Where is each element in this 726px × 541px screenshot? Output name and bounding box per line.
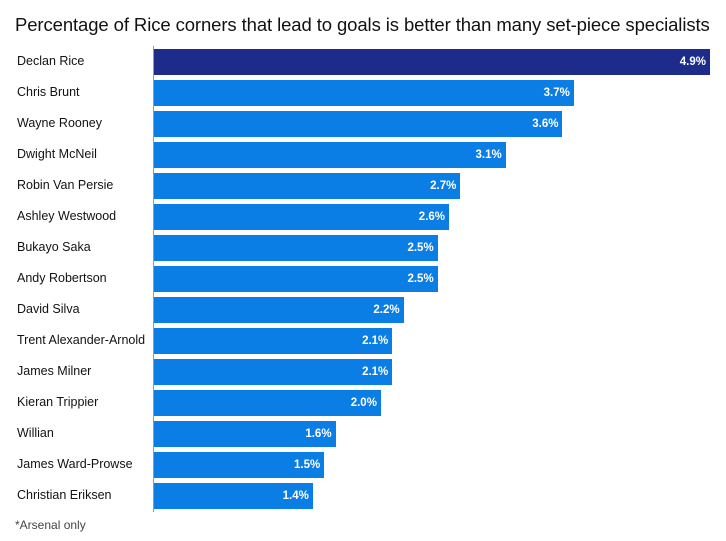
bar-row: Christian Eriksen 1.4% [0, 480, 726, 511]
bar-value-label: 2.5% [407, 273, 434, 285]
bar-row: Trent Alexander-Arnold 2.1% [0, 325, 726, 356]
category-label: Dwight McNeil [17, 147, 97, 161]
bar-row: James Milner 2.1% [0, 356, 726, 387]
bar-value-label: 3.7% [543, 87, 570, 99]
y-axis-line [153, 46, 154, 512]
category-label: James Ward-Prowse [17, 457, 133, 471]
chart-title: Percentage of Rice corners that lead to … [15, 14, 710, 35]
bar-row: Willian 1.6% [0, 418, 726, 449]
bar-value-label: 2.7% [430, 180, 457, 192]
category-label: Andy Robertson [17, 271, 107, 285]
bar: 2.7% [154, 173, 461, 199]
bar-value-label: 3.1% [475, 149, 502, 161]
bar-value-label: 1.6% [305, 428, 332, 440]
category-label: Chris Brunt [17, 85, 80, 99]
category-label: Wayne Rooney [17, 116, 102, 130]
bar: 2.1% [154, 359, 393, 385]
bar-value-label: 3.6% [532, 118, 559, 130]
category-label: Christian Eriksen [17, 488, 112, 502]
bar-row: Ashley Westwood 2.6% [0, 201, 726, 232]
bar-row: Dwight McNeil 3.1% [0, 139, 726, 170]
bar: 2.0% [154, 390, 381, 416]
category-label: Trent Alexander-Arnold [17, 333, 146, 347]
bar: 2.6% [154, 204, 450, 230]
bar: 1.6% [154, 421, 336, 447]
bar-row: Wayne Rooney 3.6% [0, 108, 726, 139]
category-label: Robin Van Persie [17, 178, 114, 192]
bar-row: Kieran Trippier 2.0% [0, 387, 726, 418]
bar-value-label: 4.9% [679, 56, 706, 68]
bar-row: Bukayo Saka 2.5% [0, 232, 726, 263]
bar: 1.5% [154, 452, 325, 478]
category-label: David Silva [17, 302, 80, 316]
bar: 2.2% [154, 297, 404, 323]
bar: 3.6% [154, 111, 563, 137]
bar: 3.1% [154, 142, 506, 168]
bar-row: Declan Rice 4.9% [0, 46, 726, 77]
category-label: Willian [17, 426, 54, 440]
category-label: Ashley Westwood [17, 209, 117, 223]
bar-row: James Ward-Prowse 1.5% [0, 449, 726, 480]
bar-value-label: 2.1% [362, 335, 389, 347]
bar: 4.9% [154, 49, 710, 75]
bar-row: Andy Robertson 2.5% [0, 263, 726, 294]
bar-row: Chris Brunt 3.7% [0, 77, 726, 108]
bar-value-label: 1.5% [293, 459, 321, 471]
bar-value-label: 2.0% [350, 397, 377, 409]
bar: 2.5% [154, 266, 438, 292]
bar-row: David Silva 2.2% [0, 294, 726, 325]
category-label: Kieran Trippier [17, 395, 99, 409]
bar-chart: Declan Rice 4.9% Chris Brunt 3.7% Wayne Roon… [0, 46, 726, 512]
bar-value-label: 2.6% [418, 211, 446, 223]
category-label: James Milner [17, 364, 92, 378]
category-label: Declan Rice [17, 54, 85, 68]
bar: 2.1% [154, 328, 393, 354]
bar-value-label: 2.5% [407, 242, 434, 254]
category-label: Bukayo Saka [17, 240, 91, 254]
bar-value-label: 1.4% [282, 490, 309, 502]
bar: 2.5% [154, 235, 438, 261]
bar: 1.4% [154, 483, 313, 509]
bar-value-label: 2.1% [362, 366, 389, 378]
bar-row: Robin Van Persie 2.7% [0, 170, 726, 201]
footnote: *Arsenal only [15, 518, 86, 532]
bar-value-label: 2.2% [373, 304, 400, 316]
bar: 3.7% [154, 80, 574, 106]
